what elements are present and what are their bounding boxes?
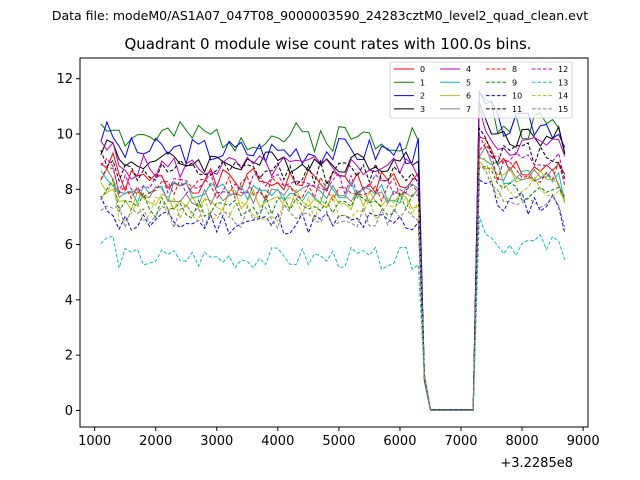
x-tick-label: 1000 bbox=[78, 434, 111, 449]
legend-label-3: 3 bbox=[420, 105, 425, 114]
legend-box bbox=[389, 61, 573, 119]
chart-suptitle: Data file: modeM0/AS1A07_047T08_90000035… bbox=[52, 8, 588, 23]
x-tick-label: 7000 bbox=[444, 434, 477, 449]
legend-label-4: 4 bbox=[466, 65, 471, 74]
legend-label-11: 11 bbox=[512, 105, 522, 114]
series-line-4 bbox=[100, 107, 566, 411]
legend-label-7: 7 bbox=[466, 105, 471, 114]
series-line-10 bbox=[100, 179, 566, 411]
x-tick-label: 2000 bbox=[139, 434, 172, 449]
y-tick-label: 0 bbox=[65, 404, 73, 419]
plot-frame bbox=[79, 57, 589, 428]
x-tick-label: 9000 bbox=[567, 434, 600, 449]
series-line-12 bbox=[100, 134, 566, 411]
legend-label-10: 10 bbox=[512, 92, 522, 101]
y-tick-label: 2 bbox=[65, 349, 73, 364]
legend-label-13: 13 bbox=[558, 78, 568, 87]
series-line-15 bbox=[100, 164, 566, 411]
y-tick-label: 10 bbox=[56, 128, 73, 143]
axes-layer: 1000 2000 3000 4000 5000 6000 7000 8000 9000 0 2 4 6… bbox=[56, 72, 599, 449]
legend-label-1: 1 bbox=[420, 78, 425, 87]
legend-label-8: 8 bbox=[512, 65, 517, 74]
legend-label-6: 6 bbox=[466, 92, 471, 101]
series-line-11 bbox=[100, 126, 566, 411]
chart-title: Quadrant 0 module wise count rates with … bbox=[124, 35, 531, 53]
y-tick-label: 4 bbox=[65, 293, 73, 308]
legend-label-9: 9 bbox=[512, 78, 517, 87]
series-line-3 bbox=[100, 102, 566, 411]
series-line-8 bbox=[100, 142, 566, 411]
x-offset-label: +3.2285e8 bbox=[500, 456, 573, 471]
y-tick-label: 8 bbox=[65, 183, 73, 198]
x-tick-label: 6000 bbox=[383, 434, 416, 449]
legend-label-5: 5 bbox=[466, 78, 471, 87]
legend-label-15: 15 bbox=[558, 105, 568, 114]
series-line-9 bbox=[100, 165, 566, 411]
legend-label-12: 12 bbox=[558, 65, 568, 74]
x-tick-label: 3000 bbox=[200, 434, 233, 449]
series-layer bbox=[100, 90, 566, 411]
series-line-6 bbox=[100, 159, 566, 411]
series-line-14 bbox=[100, 157, 566, 411]
x-tick-label: 5000 bbox=[322, 434, 355, 449]
series-line-13 bbox=[100, 216, 566, 411]
legend-label-0: 0 bbox=[420, 65, 425, 74]
legend-label-2: 2 bbox=[420, 92, 425, 101]
x-tick-label: 4000 bbox=[261, 434, 294, 449]
legend-label-14: 14 bbox=[558, 92, 568, 101]
y-tick-label: 6 bbox=[65, 238, 73, 253]
y-tick-label: 12 bbox=[56, 72, 73, 87]
x-tick-label: 8000 bbox=[506, 434, 539, 449]
